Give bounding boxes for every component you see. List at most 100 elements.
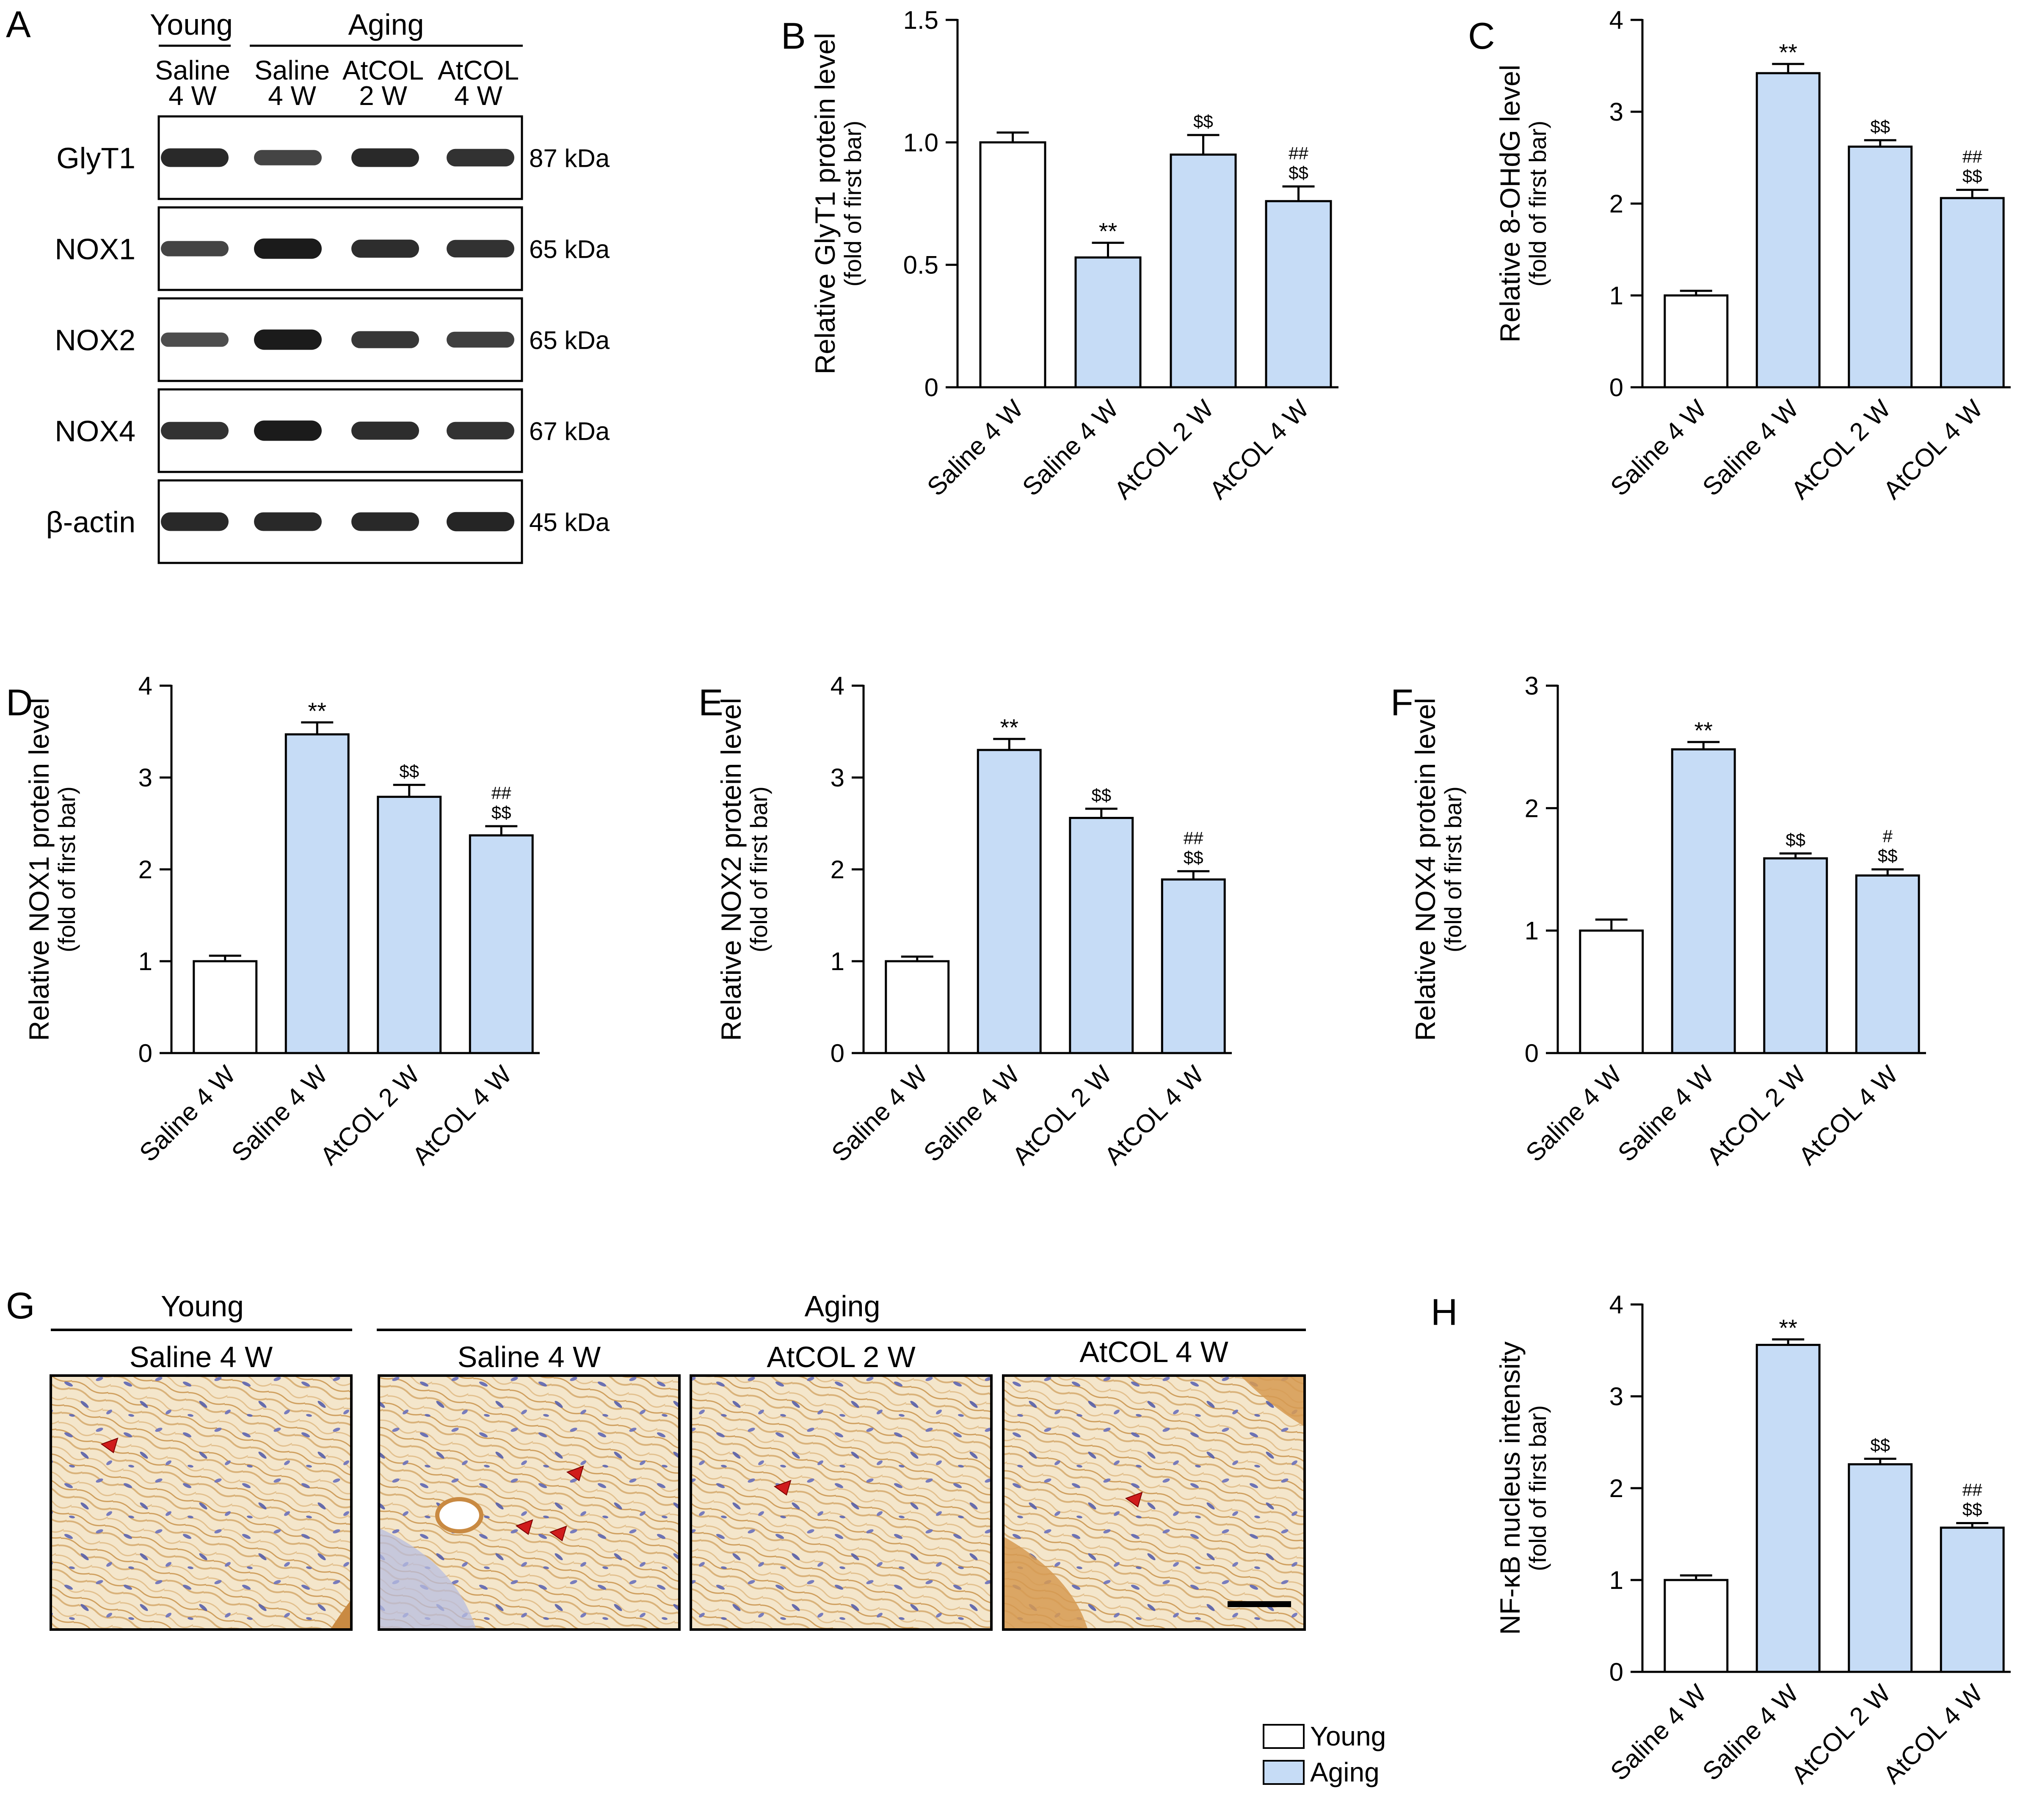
chart-f-category-3: AtCOL 2 W	[1701, 1060, 1812, 1171]
chart-b: B 0 0.5 1.0 1.5 Relative GlyT1 protein level(…	[781, 6, 1338, 505]
histo-epidermis-2	[379, 1528, 476, 1630]
chart-c-bar-4	[1940, 197, 2005, 389]
chart-b-ytick-label-0: 0	[924, 373, 938, 402]
histo-frame-1	[50, 1374, 353, 1631]
chart-c-sig-2-1: **	[1779, 39, 1797, 66]
chart-c-ytick-label-3: 3	[1609, 98, 1623, 126]
chart-b-sig-4-2: $$	[1289, 163, 1308, 182]
chart-h-ytick-label-3: 3	[1609, 1382, 1623, 1411]
chart-b-bar-1	[979, 141, 1046, 389]
chart-h: H 0 1 2 3 4 NF-κB nucleus intensity(fold of fi…	[1431, 1291, 2011, 1789]
chart-h-category-3: AtCOL 2 W	[1786, 1679, 1896, 1790]
chart-b-category-3: AtCOL 2 W	[1109, 394, 1219, 505]
chart-b-ytick-label-1: 0.5	[903, 251, 938, 279]
blot-band-2-4	[447, 331, 514, 348]
chart-h-sig-3-1: $$	[1870, 1435, 1890, 1455]
chart-b-ytick-label-3: 1.5	[903, 6, 938, 34]
lane-header-4-line2: 4 W	[454, 80, 502, 111]
panel-letter-c: C	[1468, 15, 1495, 57]
chart-d: D 0 1 2 3 4 Relative NOX1 protein level(fold o…	[6, 672, 540, 1170]
chart-f-ytick-label-1: 1	[1525, 917, 1539, 945]
chart-c-bar-3	[1848, 145, 1913, 389]
chart-d-sig-2-1: **	[308, 698, 326, 724]
chart-b-ylabel-sub: (fold of first bar)	[839, 121, 866, 287]
histo-title-4: AtCOL 4 W	[1079, 1335, 1228, 1368]
histo-nuclei-1	[51, 1376, 351, 1630]
chart-b-category-1: Saline 4 W	[922, 394, 1029, 502]
chart-e-bar-3	[1069, 816, 1134, 1054]
chart-f-bar-1	[1579, 929, 1644, 1054]
histo-arrowhead-4-1	[1125, 1492, 1143, 1508]
blot-label-1: NOX1	[55, 233, 135, 266]
histo-arrowhead-2-2	[515, 1519, 533, 1535]
chart-h-ylabel-sub: (fold of first bar)	[1524, 1405, 1551, 1571]
chart-d-bar-2	[284, 733, 350, 1054]
blot-label-3: NOX4	[55, 415, 135, 448]
chart-f-bar-3	[1763, 857, 1828, 1054]
blot-band-4-3	[351, 512, 419, 531]
chart-h-category-4: AtCOL 4 W	[1878, 1679, 1988, 1790]
chart-c: C 0 1 2 3 4 Relative 8-OHdG level(fold of firs…	[1468, 6, 2011, 505]
chart-h-category-1: Saline 4 W	[1605, 1679, 1712, 1786]
chart-e-bar-1	[885, 960, 950, 1054]
chart-b-sig-2-1: **	[1099, 218, 1118, 245]
blot-label-0: GlyT1	[56, 142, 135, 175]
chart-f-bar-2	[1671, 748, 1736, 1054]
panel-letter-h: H	[1431, 1291, 1458, 1333]
lane-header-3-line2: 2 W	[359, 80, 407, 111]
blot-band-0-4	[447, 149, 514, 167]
chart-f-ylabel-sub: (fold of first bar)	[1440, 786, 1466, 952]
panel-g: G Young Aging Saline 4 W Saline 4 W AtCOL …	[6, 1285, 1306, 1631]
blot-band-4-1	[161, 512, 229, 531]
chart-b-bar-3	[1170, 153, 1237, 389]
chart-b-sig-3-1: $$	[1193, 111, 1213, 131]
chart-d-category-4: AtCOL 4 W	[407, 1060, 517, 1171]
blot-band-4-2	[254, 512, 322, 531]
blot-band-3-1	[161, 422, 229, 440]
chart-h-ytick-label-1: 1	[1609, 1566, 1623, 1594]
lane-header-3-line1: AtCOL	[342, 55, 424, 85]
histology-panels: Saline 4 W Saline 4 W AtCOL 2 W AtCOL 4 W	[50, 1335, 1306, 1631]
chart-f: F 0 1 2 3 Relative NOX4 protein level(fold of…	[1391, 672, 1926, 1170]
chart-e-category-1: Saline 4 W	[826, 1060, 933, 1167]
chart-b-bar-2	[1074, 256, 1142, 389]
panel-letter-b: B	[781, 15, 806, 57]
blot-band-3-2	[254, 420, 322, 441]
chart-e-ytick-label-1: 1	[831, 947, 844, 976]
chart-e-sig-4-1: ##	[1184, 828, 1203, 848]
chart-e-category-3: AtCOL 2 W	[1007, 1060, 1118, 1171]
histo-young-header: Young	[161, 1290, 244, 1323]
chart-c-ytick-label-1: 1	[1609, 281, 1623, 310]
chart-e-sig-2-1: **	[1000, 714, 1018, 741]
chart-h-bar-3	[1848, 1463, 1913, 1673]
histo-title-1: Saline 4 W	[130, 1340, 273, 1373]
blot-band-3-3	[351, 422, 419, 440]
histo-arrowhead-1-1	[100, 1437, 119, 1453]
histo-nuclei-3	[691, 1376, 991, 1630]
legend-young-swatch	[1263, 1724, 1305, 1749]
histo-arrowhead-2-1	[566, 1465, 584, 1481]
chart-b-category-2: Saline 4 W	[1017, 394, 1124, 502]
chart-d-ylabel-sub: (fold of first bar)	[53, 786, 80, 952]
chart-b-category-4: AtCOL 4 W	[1204, 394, 1314, 505]
chart-e-sig-4-2: $$	[1184, 847, 1203, 867]
chart-d-sig-3-1: $$	[399, 761, 419, 781]
chart-e-category-4: AtCOL 4 W	[1099, 1060, 1209, 1171]
chart-e-ytick-label-4: 4	[831, 672, 844, 700]
blot-band-0-1	[161, 148, 229, 167]
chart-b-bar-4	[1265, 200, 1332, 389]
chart-e-ytick-label-3: 3	[831, 764, 844, 792]
lane-header-2-line2: 4 W	[268, 80, 316, 111]
blot-kda-3: 67 kDa	[529, 417, 610, 446]
blot-strips: GlyT1 87 kDa NOX1 65 kDa NOX2 65 kDa NOX4 67 kD…	[46, 115, 610, 564]
chart-f-ytick-label-3: 3	[1525, 672, 1539, 700]
legend-young-label: Young	[1310, 1721, 1386, 1751]
blot-aging-header: Aging	[348, 8, 424, 41]
chart-d-ytick-label-2: 2	[138, 855, 152, 884]
chart-f-ylabel: Relative NOX4 protein level	[1410, 698, 1441, 1041]
blot-label-4: β-actin	[46, 506, 135, 539]
chart-e: E 0 1 2 3 4 Relative NOX2 protein level(fold o…	[698, 672, 1232, 1170]
blot-band-1-3	[351, 240, 419, 258]
lane-header-4-line1: AtCOL	[438, 55, 519, 85]
